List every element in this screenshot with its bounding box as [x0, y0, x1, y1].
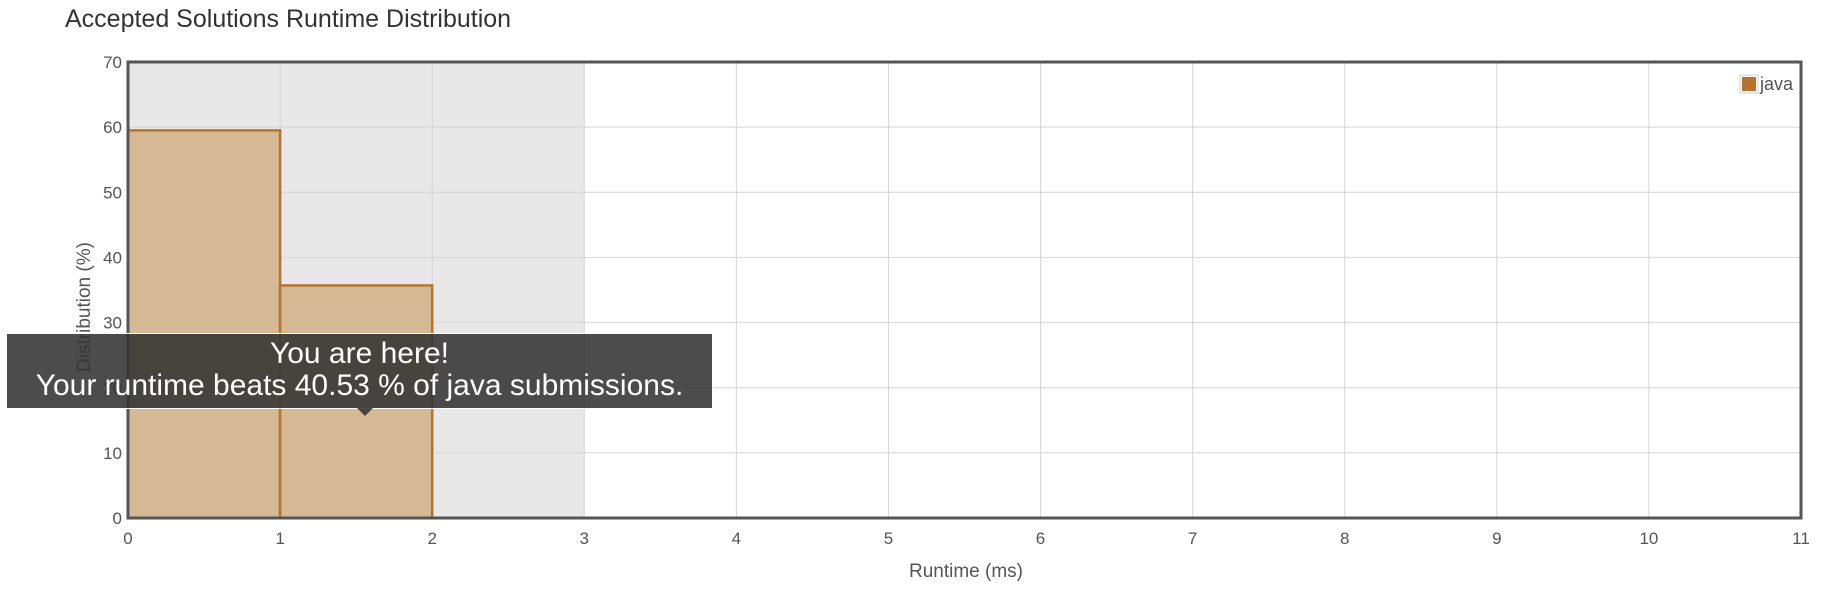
x-tick-label: 3: [580, 529, 589, 548]
x-tick-label: 0: [123, 529, 132, 548]
x-tick-label: 2: [427, 529, 436, 548]
x-tick-label: 10: [1639, 529, 1658, 548]
x-tick-label: 5: [884, 529, 893, 548]
y-tick-label: 50: [103, 183, 122, 202]
tooltip-arrow: [357, 408, 373, 416]
legend-label-java: java: [1759, 74, 1794, 94]
plot-frame: [126, 60, 1803, 520]
y-tick-label: 70: [103, 53, 122, 72]
chart-title: Accepted Solutions Runtime Distribution: [65, 5, 512, 33]
x-tick-label: 6: [1036, 529, 1045, 548]
tooltip-line-1: You are here!: [269, 337, 450, 370]
axis-layer: [126, 60, 1803, 520]
legend: java: [1739, 74, 1794, 94]
x-tick-label: 4: [732, 529, 741, 548]
x-tick-label: 7: [1188, 529, 1197, 548]
y-tick-label: 60: [103, 118, 122, 137]
x-axis-label: Runtime (ms): [909, 561, 1023, 582]
bars-layer: [126, 129, 434, 520]
runtime-tooltip: You are here! Your runtime beats 40.53 %…: [6, 333, 713, 416]
y-tick-label: 40: [103, 248, 122, 267]
y-tick-label: 30: [103, 314, 122, 333]
x-tick-label: 9: [1492, 529, 1501, 548]
x-tick-label: 8: [1340, 529, 1349, 548]
x-tick-label: 1: [275, 529, 284, 548]
legend-swatch-fill: [1742, 77, 1756, 91]
y-tick-label: 10: [103, 444, 122, 463]
x-tick-label: 11: [1792, 529, 1810, 548]
tooltip-line-2: Your runtime beats 40.53 % of java submi…: [35, 369, 684, 402]
histogram-bar-java-0: [126, 129, 282, 520]
y-tick-label: 0: [113, 509, 122, 528]
